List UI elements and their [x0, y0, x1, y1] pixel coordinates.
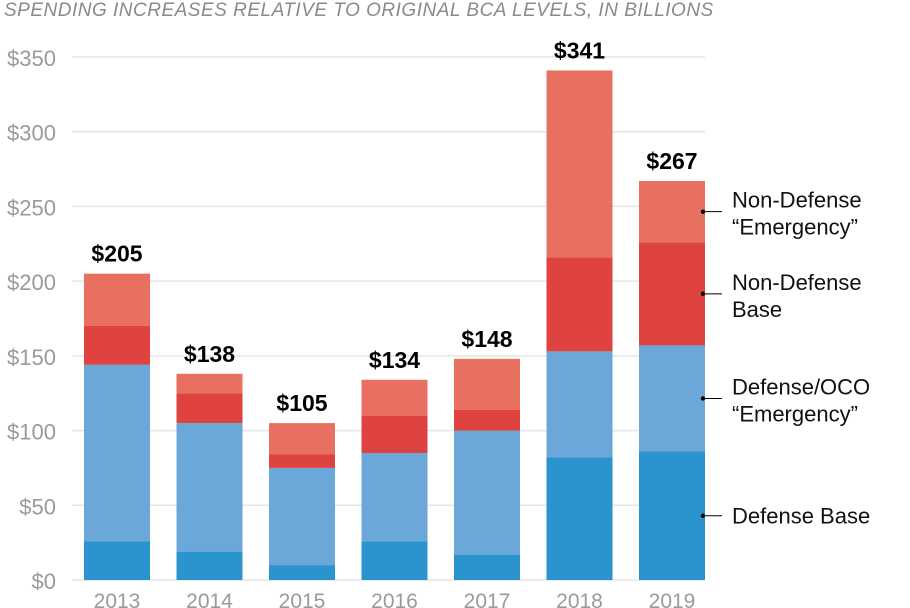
bar-segment [84, 325, 150, 365]
bar-segment [269, 454, 335, 468]
legend-dot [700, 291, 706, 297]
total-label: $267 [646, 148, 697, 174]
x-tick-label: 2013 [94, 590, 141, 608]
bar-segment [269, 423, 335, 455]
bar-segment [176, 393, 243, 424]
y-tick-label: $50 [19, 494, 56, 519]
legend-dot [700, 396, 706, 401]
total-label: $105 [276, 390, 327, 416]
legend-label: Non-Defense [732, 188, 862, 213]
bar-segment [546, 457, 613, 580]
bar-segment [546, 351, 613, 458]
bar-segment [361, 415, 428, 453]
bar-segment [269, 565, 335, 580]
bar-segment [454, 358, 520, 410]
bar-segment [176, 373, 243, 394]
legend-label: Defense Base [732, 504, 870, 529]
bar-segment [454, 554, 520, 580]
y-tick-label: $200 [7, 270, 56, 295]
bar-segment [269, 467, 335, 566]
bar-segment [84, 541, 150, 580]
x-tick-label: 2018 [556, 590, 603, 608]
bar-segment [639, 181, 705, 243]
legend-dot [700, 513, 706, 518]
bar-segment [176, 423, 243, 552]
legend-dot [700, 209, 706, 214]
total-label: $138 [184, 341, 235, 367]
x-tick-label: 2014 [186, 590, 233, 608]
y-tick-label: $250 [7, 195, 56, 220]
y-tick-label: $350 [7, 46, 56, 71]
legend-label: “Emergency” [732, 215, 858, 240]
bar-segment [639, 345, 705, 452]
total-label: $148 [461, 326, 512, 352]
total-label: $134 [369, 347, 420, 373]
bar-segment [361, 379, 428, 416]
y-tick-label: $100 [7, 420, 56, 445]
total-label: $205 [91, 241, 142, 267]
chart-title: SPENDING INCREASES RELATIVE TO ORIGINAL … [4, 0, 714, 21]
bar-segment [84, 273, 150, 326]
legend-label: Base [732, 297, 782, 322]
legend-label: “Emergency” [732, 401, 858, 426]
bar-segment [454, 430, 520, 555]
x-tick-label: 2015 [279, 590, 326, 608]
bar-segment [546, 257, 613, 352]
bar-segment [639, 242, 705, 346]
y-tick-label: $0 [32, 569, 56, 594]
legend-label: Defense/OCO [732, 374, 870, 399]
bar-segment [546, 70, 613, 258]
bar-segment [454, 409, 520, 431]
y-tick-label: $300 [7, 121, 56, 146]
bar-segment [361, 452, 428, 542]
bar-segment [84, 364, 150, 542]
x-tick-label: 2019 [649, 590, 696, 608]
bar-segment [639, 451, 705, 580]
y-tick-label: $150 [7, 345, 56, 370]
legend-label: Non-Defense [732, 270, 862, 295]
x-tick-label: 2016 [371, 590, 418, 608]
bar-segment [176, 551, 243, 580]
total-label: $341 [554, 37, 605, 63]
x-tick-label: 2017 [464, 590, 511, 608]
bar-segment [361, 541, 428, 580]
